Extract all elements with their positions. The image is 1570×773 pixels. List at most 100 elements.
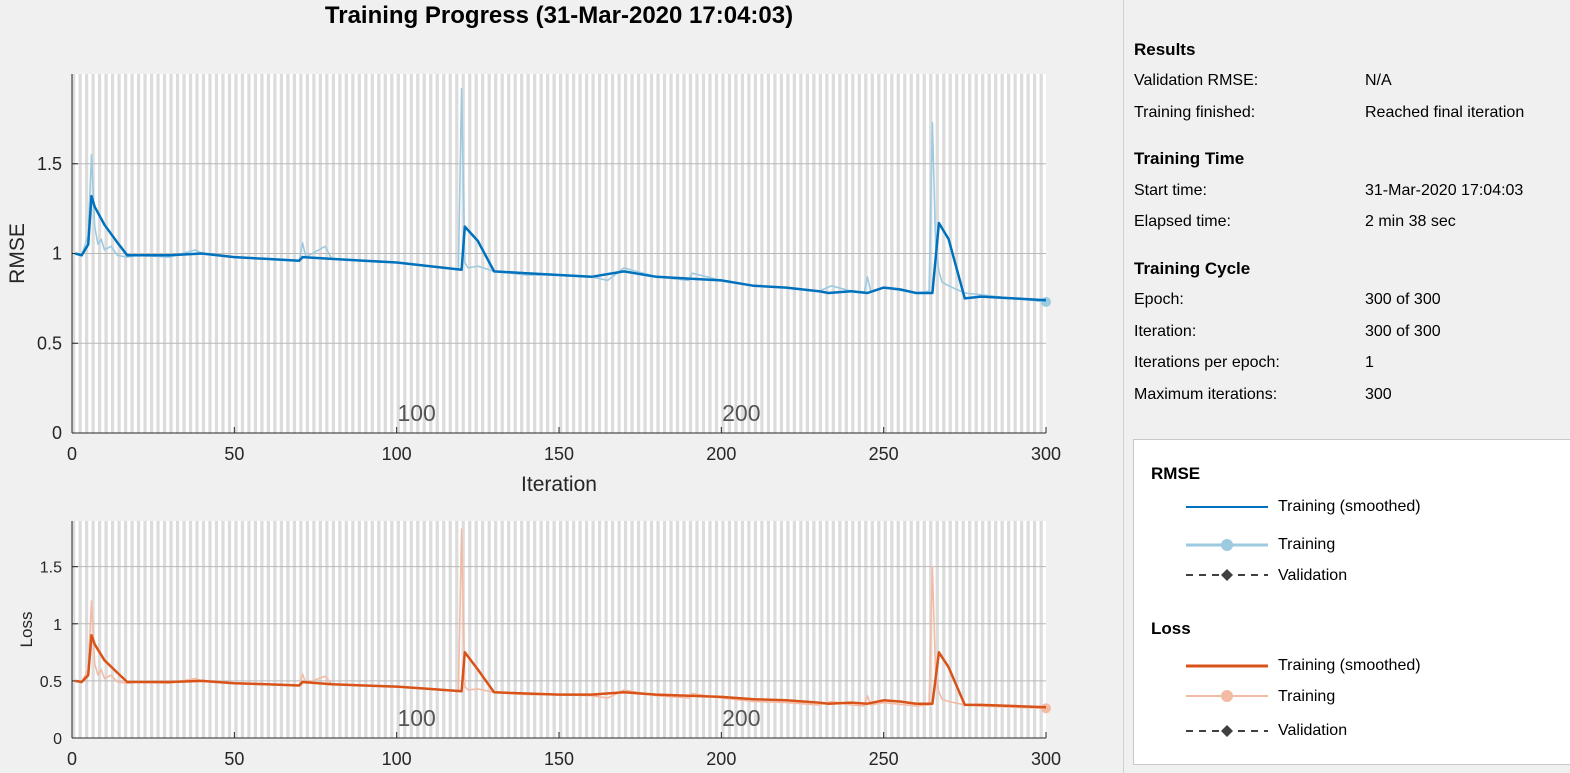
loss-epoch-band: [305, 521, 310, 738]
loss-epoch-band: [922, 521, 926, 738]
loss-epoch-band: [117, 521, 121, 738]
loss-epoch-band: [662, 521, 667, 738]
loss-epoch-band: [753, 521, 758, 738]
loss-epoch-band: [656, 521, 660, 738]
loss-epoch-band: [942, 521, 946, 738]
epoch-value: 300 of 300: [1365, 291, 1441, 308]
loss-epoch-band: [987, 521, 991, 738]
loss-x-tick-label: 300: [1031, 749, 1061, 769]
loss-epoch-band: [786, 521, 790, 738]
loss-epoch-band: [240, 521, 245, 738]
loss-epoch-band: [247, 521, 251, 738]
loss-epoch-band: [838, 521, 842, 738]
rmse-training-smoothed-line: [74, 194, 1047, 302]
elapsed-time-label: Elapsed time:: [1134, 213, 1231, 230]
loss-epoch-band: [468, 521, 472, 738]
loss-epoch-band: [799, 521, 803, 738]
start-time-value: 31-Mar-2020 17:04:03: [1365, 182, 1524, 199]
loss-epoch-band: [455, 521, 459, 738]
loss-epoch-band: [955, 521, 959, 738]
loss-epoch-band: [416, 521, 420, 738]
iteration-value: 300 of 300: [1365, 323, 1441, 340]
rmse-x-tick-label: 0: [67, 444, 77, 464]
loss-epoch-band: [364, 521, 368, 738]
loss-epoch-band: [623, 521, 628, 738]
rmse-x-tick-label: 250: [869, 444, 899, 464]
loss-epoch-band: [325, 521, 329, 738]
legend-loss-smoothed-sample: [1186, 664, 1268, 668]
loss-epoch-band: [682, 521, 686, 738]
loss-epoch-band: [149, 521, 154, 738]
rmse-y-tick-label: 1.5: [37, 154, 62, 174]
loss-epoch-band: [221, 521, 225, 738]
maximum-iterations-value: 300: [1365, 386, 1392, 403]
loss-epoch-label: 100: [397, 705, 435, 731]
loss-epoch-band: [1013, 521, 1017, 738]
legend-rmse-smoothed-label: Training (smoothed): [1278, 498, 1421, 515]
loss-epoch-band: [571, 521, 576, 738]
rmse-epoch-label: 200: [722, 400, 760, 426]
loss-epoch-band: [669, 521, 673, 738]
loss-chart: 100 200 0 50 100 150 200 250 300 0 0.5 1 1.5 Loss: [17, 521, 1061, 769]
loss-epoch-band: [695, 521, 699, 738]
loss-epoch-band: [182, 521, 186, 738]
loss-epoch-band: [539, 521, 543, 738]
loss-epoch-band: [143, 521, 147, 738]
loss-epoch-band: [643, 521, 647, 738]
pane-divider: [1123, 0, 1124, 773]
loss-epoch-band: [208, 521, 212, 738]
loss-epoch-band: [260, 521, 264, 738]
rmse-chart: 100 200 0 50 100 150 200 250 300 0 0.5 1 1.5 RMSE Iter…: [6, 74, 1061, 496]
legend-rmse-heading: RMSE: [1151, 464, 1201, 483]
legend-loss-validation-label: Validation: [1278, 722, 1348, 739]
loss-epoch-band: [578, 521, 582, 738]
loss-epoch-band: [331, 521, 335, 738]
loss-epoch-band: [234, 521, 238, 738]
legend-rmse-training-label: Training: [1278, 536, 1336, 553]
loss-epoch-band: [370, 521, 374, 738]
validation-rmse-value: N/A: [1365, 72, 1392, 89]
rmse-y-tick-label: 1: [52, 244, 62, 264]
loss-epoch-band: [338, 521, 342, 738]
loss-epoch-band: [903, 521, 907, 738]
loss-epoch-band: [877, 521, 881, 738]
epoch-label: Epoch:: [1134, 291, 1184, 308]
loss-epoch-band: [442, 521, 446, 738]
loss-epoch-band: [273, 521, 277, 738]
loss-epoch-band: [883, 521, 887, 738]
legend-rmse-validation-label: Validation: [1278, 567, 1348, 584]
training-time-heading: Training Time: [1134, 149, 1245, 168]
rmse-y-tick-label: 0.5: [37, 333, 62, 353]
loss-epoch-band: [565, 521, 569, 738]
loss-training-last-marker: [1041, 703, 1051, 714]
loss-epoch-band: [175, 521, 180, 738]
training-finished-value: Reached final iteration: [1365, 104, 1525, 121]
validation-rmse-label: Validation RMSE:: [1134, 72, 1259, 89]
legend-loss-heading: Loss: [1151, 619, 1191, 638]
loss-epoch-band: [169, 521, 173, 738]
loss-epoch-band: [312, 521, 316, 738]
loss-epoch-band: [844, 521, 848, 738]
loss-epoch-band: [890, 521, 894, 738]
loss-training-smoothed-line: [74, 633, 1047, 709]
legend-loss-training-sample: [1186, 690, 1268, 702]
page-title: Training Progress (31-Mar-2020 17:04:03): [324, 2, 794, 29]
loss-epoch-band: [1033, 521, 1037, 738]
loss-y-tick-label: 1.5: [40, 560, 62, 577]
loss-epoch-band: [649, 521, 654, 738]
loss-x-tick-label: 0: [67, 749, 77, 769]
loss-epoch-band: [299, 521, 303, 738]
loss-epoch-band: [546, 521, 550, 738]
loss-epoch-band: [214, 521, 219, 738]
loss-x-tick-label: 100: [382, 749, 412, 769]
loss-epoch-band: [948, 521, 952, 738]
loss-epoch-band: [494, 521, 498, 738]
loss-epoch-band: [84, 521, 89, 738]
loss-epoch-band: [792, 521, 797, 738]
loss-x-tick-label: 250: [869, 749, 899, 769]
loss-epoch-band: [701, 521, 706, 738]
loss-epoch-band: [597, 521, 602, 738]
loss-epoch-band: [448, 521, 452, 738]
loss-epoch-band: [136, 521, 141, 738]
loss-epoch-band: [520, 521, 524, 738]
